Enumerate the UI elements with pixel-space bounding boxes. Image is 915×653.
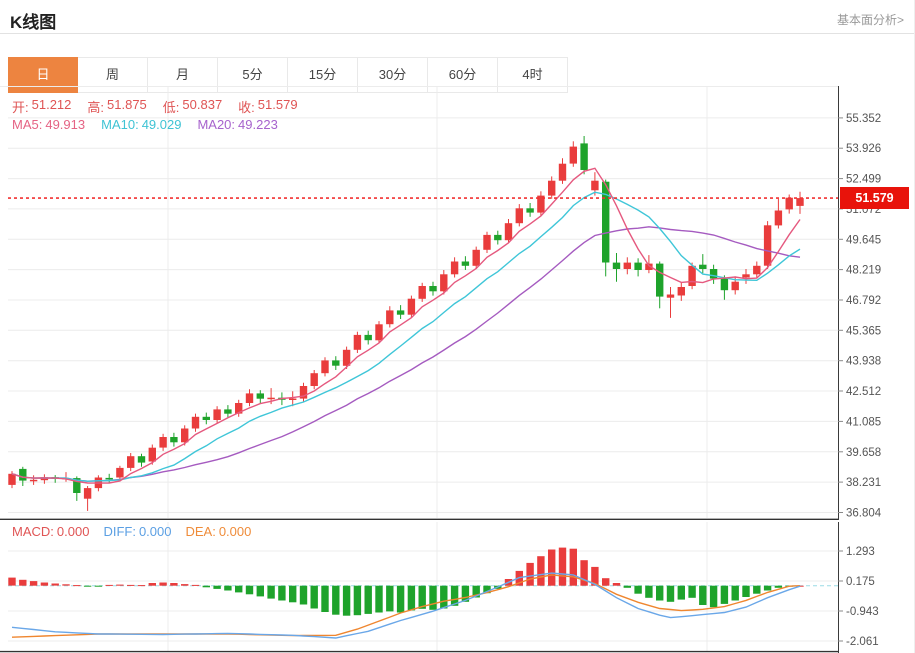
y-axis-label: 55.352 — [846, 113, 881, 125]
ma10-line — [11, 191, 801, 482]
macd-readout: MACD: 0.000 DIFF: 0.000 DEA: 0.000 — [12, 524, 251, 539]
page-title: K线图 — [10, 13, 57, 32]
macd-histogram — [8, 547, 804, 616]
diff-value-readout: DIFF: 0.000 — [103, 524, 172, 539]
y-axis-label: 43.938 — [846, 356, 881, 368]
low-readout: 低: 50.837 — [162, 97, 223, 115]
macd-y-axis: 1.293 0.175 -0.943 -2.061 — [838, 522, 879, 653]
ma5-readout: MA5: 49.913 — [12, 117, 86, 132]
ohlc-readout: 开: 51.212 高: 51.875 低: 50.837 收: 51.579 — [12, 97, 298, 116]
y-axis-label: 46.792 — [846, 295, 881, 307]
y-axis-label: 48.219 — [846, 265, 881, 277]
ma-readout: MA5: 49.913 MA10: 49.029 MA20: 49.223 — [12, 117, 278, 132]
ma5-line — [11, 167, 801, 484]
main-gridlines — [0, 86, 838, 518]
high-readout: 高: 51.875 — [87, 97, 147, 115]
main-y-axis: 55.35253.92652.49951.07249.64548.21946.7… — [838, 86, 882, 520]
macd-axis-label: 1.293 — [846, 546, 875, 558]
main-candlestick-chart[interactable]: 55.35253.92652.49951.07249.64548.21946.7… — [0, 86, 915, 520]
y-axis-label: 52.499 — [846, 174, 881, 186]
dea-value-readout: DEA: 0.000 — [185, 524, 252, 539]
macd-axis-label: -2.061 — [846, 636, 879, 648]
dea-line — [11, 574, 801, 638]
y-axis-label: 39.658 — [846, 447, 881, 459]
close-readout: 收: 51.579 — [238, 97, 298, 115]
macd-indicator-panel[interactable]: 1.293 0.175 -0.943 -2.061 — [0, 522, 915, 653]
macd-axis-label: 0.175 — [846, 576, 875, 588]
ma20-readout: MA20: 49.223 — [197, 117, 278, 132]
y-axis-label: 42.512 — [846, 386, 881, 398]
ma10-readout: MA10: 49.029 — [101, 117, 182, 132]
ma20-line — [11, 226, 801, 482]
diff-line — [11, 572, 801, 639]
macd-gridlines — [8, 522, 838, 651]
y-axis-label: 49.645 — [846, 234, 881, 246]
y-axis-label: 45.365 — [846, 325, 881, 337]
macd-axis-label: -0.943 — [846, 606, 879, 618]
fundamental-analysis-link[interactable]: 基本面分析> — [836, 13, 904, 27]
y-axis-label: 53.926 — [846, 143, 881, 155]
candles-group — [8, 136, 804, 511]
current-price-badge: 51.579 — [840, 187, 909, 209]
widget-header: K线图 基本面分析> — [0, 0, 914, 34]
macd-value-readout: MACD: 0.000 — [12, 524, 90, 539]
y-axis-label: 41.085 — [846, 416, 881, 428]
open-readout: 开: 51.212 — [12, 97, 72, 115]
y-axis-label: 38.231 — [846, 477, 881, 489]
y-axis-label: 36.804 — [846, 508, 882, 520]
